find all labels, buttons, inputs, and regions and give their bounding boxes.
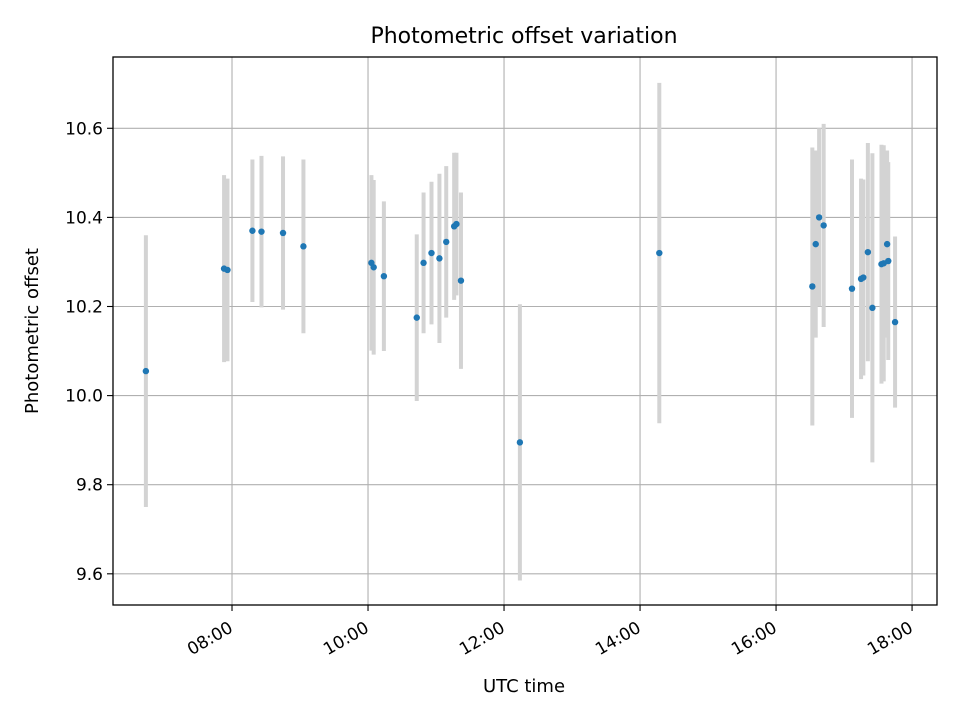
data-point [380,273,388,280]
y-tick-label: 10.0 [65,387,103,407]
plot-frame [112,56,938,606]
x-tick-label: 16:00 [728,618,780,660]
data-point [883,240,891,248]
data-point [809,283,816,290]
y-tick-label: 9.6 [76,565,103,585]
data-point [258,228,265,235]
errorbars [143,82,898,581]
x-tick-label: 12:00 [456,618,508,660]
data-point [516,439,524,446]
x-tick-label: 18:00 [864,618,916,660]
data-points [142,214,899,446]
grid [113,57,937,605]
data-point [142,367,150,375]
data-point [860,274,867,281]
x-axis-ticks: 08:00 10:00 12:00 14:00 16:00 18:00 [184,605,917,660]
y-tick-label: 10.4 [65,208,103,228]
y-axis-ticks: 9.6 9.8 10.0 10.2 10.4 10.6 [65,119,113,585]
data-point [815,214,823,221]
data-point [453,220,460,228]
data-point [443,238,450,246]
data-point [457,277,465,284]
data-point [656,249,663,257]
data-point [279,229,287,237]
data-point [300,243,307,250]
data-point [848,285,856,292]
x-axis-label: UTC time [483,676,565,697]
data-point [864,248,872,256]
data-point [249,227,256,234]
data-point [413,314,420,321]
x-tick-label: 10:00 [320,618,372,660]
x-tick-label: 08:00 [184,618,236,660]
data-point [891,318,899,326]
data-point [370,264,377,271]
chart-title: Photometric offset variation [370,24,677,49]
x-tick-label: 14:00 [592,618,644,660]
y-tick-label: 9.8 [76,476,103,496]
y-axis-label: Photometric offset [22,248,43,414]
data-point [885,257,892,265]
y-tick-label: 10.2 [65,297,103,317]
y-tick-label: 10.6 [65,119,103,139]
data-point [869,304,876,312]
data-point [224,266,231,274]
data-point [420,259,427,267]
data-point [428,249,435,257]
data-point [436,255,443,262]
data-point [820,222,827,229]
data-point [812,240,819,248]
